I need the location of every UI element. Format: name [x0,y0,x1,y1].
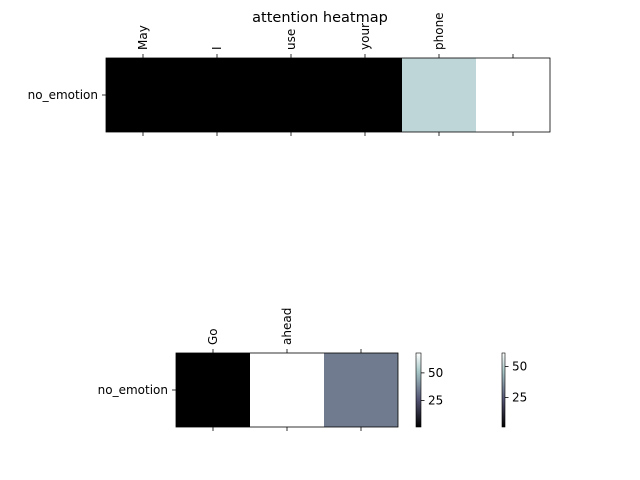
heatmap-cell [254,58,328,132]
colorbar-tick-label: 25 [512,390,527,404]
heatmap-cell [106,58,180,132]
x-tick-label: use [284,29,298,50]
y-tick-label: no_emotion [98,383,168,397]
heatmap-cell [402,58,476,132]
heatmap-bottom: Go ahead no_emotion [98,308,399,431]
heatmap-cell [176,353,250,427]
colorbar-gradient [501,352,506,428]
colorbar-tick-label: 25 [428,393,443,407]
colorbar-2: 25 50 [501,352,527,428]
colorbar-tick-label: 50 [428,366,443,380]
heatmap-cell [180,58,254,132]
x-tick-label: I [210,46,224,50]
heatmap-cell [476,58,550,132]
heatmap-cell [324,353,398,427]
colorbar-1: 25 50 [415,352,443,428]
x-tick-label: your [358,23,372,50]
colorbar-tick-label: 50 [512,360,527,374]
chart-title: attention heatmap [252,10,388,26]
heatmap-cell [250,353,324,427]
heatmap-cell [328,58,402,132]
x-tick-label: phone [432,12,446,50]
x-tick-label: ahead [280,308,294,345]
colorbar-gradient [415,352,422,428]
x-tick-label: May [136,25,150,50]
y-tick-label: no_emotion [28,88,98,102]
x-tick-label: Go [206,328,220,345]
